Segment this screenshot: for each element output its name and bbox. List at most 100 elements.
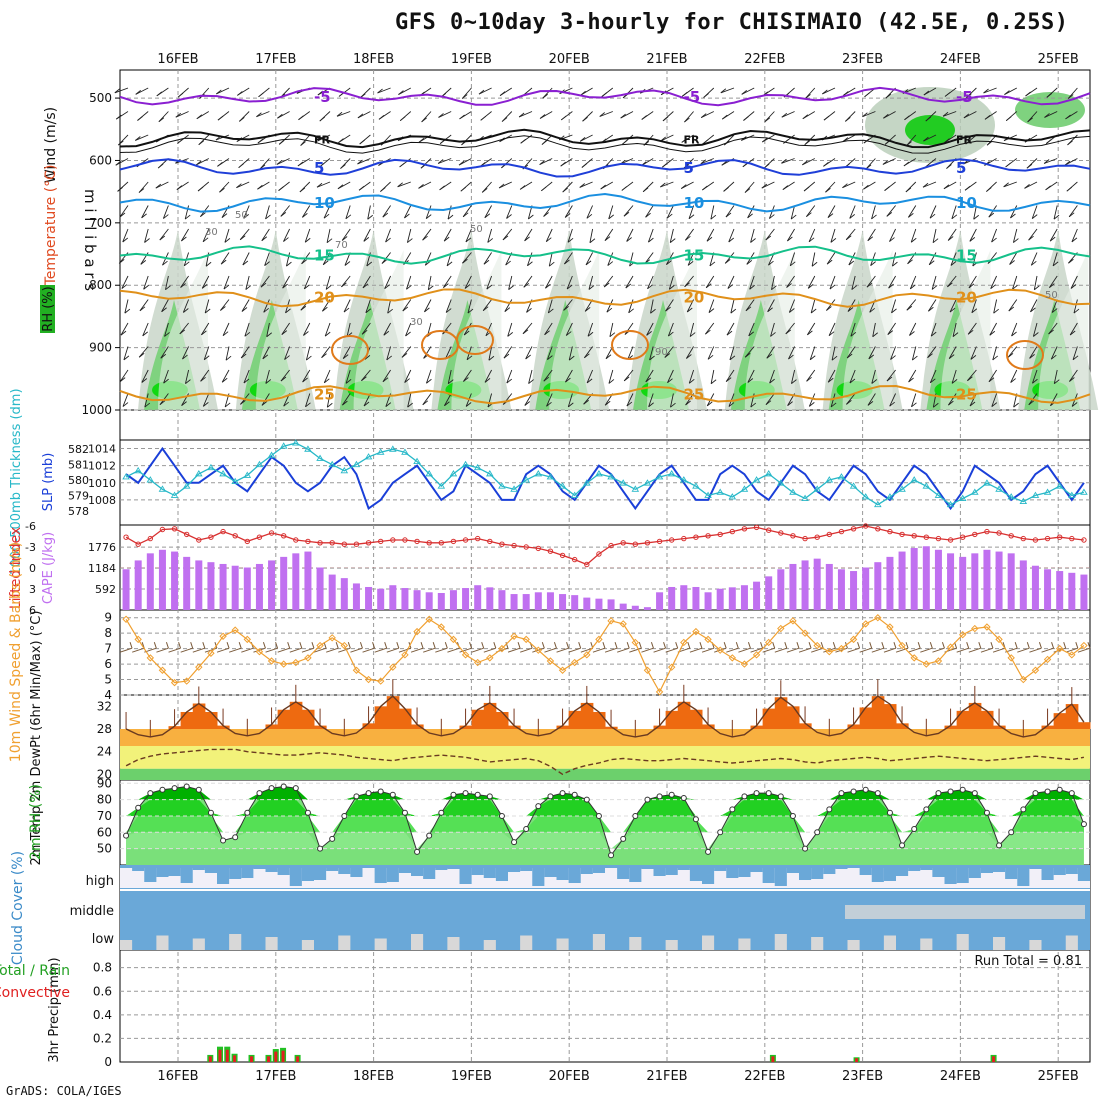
slp-tick-label: 1008 bbox=[88, 494, 116, 507]
wind-barb bbox=[407, 393, 412, 408]
wind-barb-flag bbox=[220, 259, 227, 265]
wind-barb bbox=[122, 393, 129, 407]
wind10m-point bbox=[1080, 641, 1088, 650]
cloud-high-bar bbox=[447, 868, 460, 869]
wind-barb bbox=[929, 369, 937, 383]
wind10m-point bbox=[898, 641, 906, 650]
wind-barb bbox=[1051, 299, 1058, 313]
wind-barb bbox=[809, 346, 816, 360]
wind-barb bbox=[889, 393, 897, 407]
cloud-high-bar bbox=[908, 868, 921, 871]
wind10m-point bbox=[643, 666, 652, 674]
wind-barb bbox=[502, 393, 513, 405]
wind-barb bbox=[990, 275, 998, 289]
wind-barb bbox=[866, 275, 876, 288]
wind-barb-flag bbox=[1048, 329, 1054, 335]
precip-tick-label: 0.4 bbox=[93, 1008, 112, 1022]
rh-light-area bbox=[255, 250, 306, 410]
thickness-point bbox=[898, 485, 906, 492]
wind-barb-flag bbox=[763, 163, 770, 169]
li-point bbox=[171, 526, 178, 532]
cloud-high-bar bbox=[411, 868, 424, 876]
cloud-low-bar bbox=[1065, 935, 1078, 950]
wind-barb-flag bbox=[686, 354, 692, 359]
wind-barb-flag bbox=[932, 238, 939, 244]
wind10m-barb bbox=[313, 647, 327, 653]
wind-barb bbox=[750, 228, 755, 243]
wind-barb-flag bbox=[405, 331, 411, 337]
wind-barb bbox=[579, 134, 593, 142]
wind-barb-flag bbox=[745, 306, 752, 312]
wind10m-point bbox=[764, 638, 773, 647]
isotherm-label: 25 bbox=[314, 385, 335, 403]
wind-barb-flag bbox=[809, 402, 815, 407]
wind-barb-flag bbox=[990, 284, 996, 290]
rh-point bbox=[1032, 790, 1039, 797]
wind-barb-flag bbox=[265, 379, 272, 384]
wind-barb bbox=[720, 87, 735, 94]
li-point bbox=[523, 544, 529, 550]
rh-contour-label: 90 bbox=[655, 347, 668, 358]
cape-bar bbox=[183, 556, 191, 610]
wind10m-point bbox=[692, 627, 700, 636]
wind-barb bbox=[341, 275, 351, 288]
wind-barb-flag bbox=[966, 93, 972, 99]
wind-barb bbox=[1032, 369, 1038, 384]
cloud-high-bar bbox=[532, 868, 545, 886]
thickness-point bbox=[1043, 488, 1052, 495]
wind-barb-flag bbox=[114, 88, 121, 94]
wind-barb-flag bbox=[864, 92, 870, 98]
wind-barb-flag bbox=[322, 306, 328, 312]
wind10m-point bbox=[219, 632, 227, 640]
wind10m-point bbox=[946, 643, 955, 651]
li-point bbox=[596, 551, 602, 557]
temp-warm-fill bbox=[859, 707, 873, 729]
wind10m-point bbox=[583, 651, 591, 659]
panel-frame-wind bbox=[119, 609, 1091, 696]
wind-barb-flag bbox=[827, 377, 834, 383]
wind10m-barb bbox=[786, 647, 800, 653]
thickness-point bbox=[510, 485, 518, 492]
wind-barb-flag bbox=[384, 284, 390, 290]
wind-barb-flag bbox=[501, 117, 508, 122]
thickness-axis-label: 1000-500mb Thickness (dm) bbox=[9, 388, 24, 575]
wind-barb bbox=[730, 299, 735, 314]
wind10m-barb bbox=[241, 647, 254, 653]
wind-barb-flag bbox=[588, 285, 595, 290]
wind-barb bbox=[119, 205, 129, 218]
wind-barb bbox=[1010, 369, 1018, 383]
wind-barb-flag bbox=[363, 401, 370, 407]
cloud-high-bar bbox=[253, 868, 266, 869]
temp-tick-label: 24 bbox=[97, 745, 112, 759]
isotherm-label: FR bbox=[684, 134, 701, 147]
wind-barb-flag bbox=[1067, 140, 1073, 146]
cloud-high-bar bbox=[483, 868, 496, 878]
cloud-high-bar bbox=[204, 868, 217, 873]
wind-barb bbox=[599, 111, 613, 117]
wind-barb-flag bbox=[943, 184, 950, 190]
wind-barb-flag bbox=[948, 354, 955, 359]
wind-barb bbox=[282, 275, 290, 289]
isotherm-label: -5 bbox=[314, 88, 331, 106]
li-point bbox=[220, 528, 226, 535]
wind-barb bbox=[851, 275, 856, 290]
wind-barb bbox=[567, 228, 573, 243]
thickness-point bbox=[534, 470, 543, 477]
cape-bar bbox=[195, 560, 203, 610]
wind-barb bbox=[524, 393, 533, 406]
wind-barb bbox=[929, 205, 937, 219]
wind-barb-flag bbox=[222, 331, 229, 337]
wind-barb-flag bbox=[523, 282, 530, 288]
wind-barb-flag bbox=[345, 379, 352, 384]
rh-upper-green-area bbox=[905, 115, 955, 145]
wind-barb bbox=[665, 299, 674, 312]
wind-barb bbox=[527, 252, 533, 266]
wind-barb-flag bbox=[883, 113, 889, 119]
cape-bar bbox=[255, 563, 263, 610]
wind-barb bbox=[343, 299, 351, 313]
wind-barb-flag bbox=[562, 187, 568, 193]
wind-barb-flag bbox=[1066, 186, 1073, 192]
wind10m-barb-flag bbox=[1026, 642, 1030, 649]
wind-barb-flag bbox=[265, 214, 271, 220]
temp-warm-fill bbox=[605, 726, 618, 729]
